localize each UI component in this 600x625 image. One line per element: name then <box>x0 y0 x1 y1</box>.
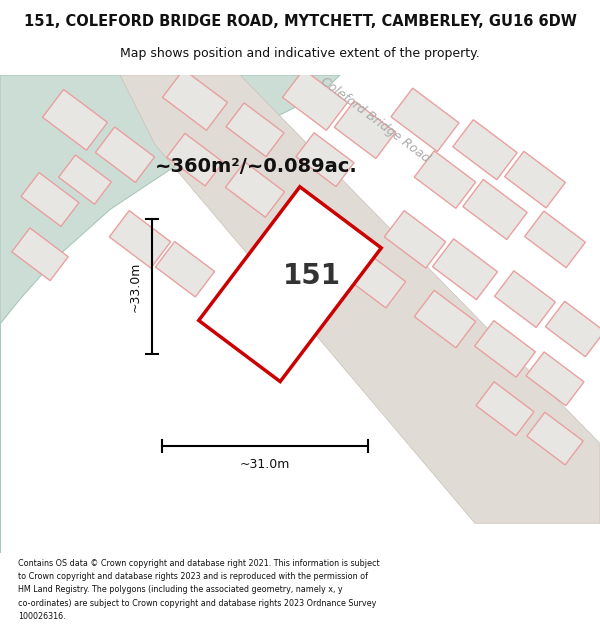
Polygon shape <box>43 89 107 150</box>
Text: 151: 151 <box>283 262 341 290</box>
Polygon shape <box>524 211 586 268</box>
Polygon shape <box>199 187 381 382</box>
Text: 100026316.: 100026316. <box>18 612 65 621</box>
Text: Contains OS data © Crown copyright and database right 2021. This information is : Contains OS data © Crown copyright and d… <box>18 559 380 568</box>
Polygon shape <box>453 120 517 180</box>
Polygon shape <box>391 88 459 151</box>
Polygon shape <box>475 321 535 378</box>
Polygon shape <box>163 69 227 130</box>
Polygon shape <box>109 211 170 268</box>
Text: HM Land Registry. The polygons (including the associated geometry, namely x, y: HM Land Registry. The polygons (includin… <box>18 586 343 594</box>
Polygon shape <box>385 211 446 268</box>
Polygon shape <box>167 133 223 186</box>
Polygon shape <box>545 301 600 357</box>
Text: ~33.0m: ~33.0m <box>129 261 142 312</box>
Polygon shape <box>226 162 284 217</box>
Polygon shape <box>476 382 534 436</box>
Polygon shape <box>120 75 600 523</box>
Text: Map shows position and indicative extent of the property.: Map shows position and indicative extent… <box>120 48 480 61</box>
Polygon shape <box>344 251 406 308</box>
Polygon shape <box>527 412 583 465</box>
Polygon shape <box>12 228 68 281</box>
Polygon shape <box>415 151 476 208</box>
Polygon shape <box>226 103 284 157</box>
Polygon shape <box>505 151 565 208</box>
Text: ~31.0m: ~31.0m <box>240 458 290 471</box>
Polygon shape <box>283 69 347 130</box>
Text: co-ordinates) are subject to Crown copyright and database rights 2023 Ordnance S: co-ordinates) are subject to Crown copyr… <box>18 599 376 608</box>
Text: ~360m²/~0.089ac.: ~360m²/~0.089ac. <box>155 157 358 176</box>
Polygon shape <box>95 127 155 182</box>
Polygon shape <box>494 271 556 328</box>
Polygon shape <box>295 222 355 277</box>
Polygon shape <box>59 155 112 204</box>
Polygon shape <box>21 173 79 226</box>
Polygon shape <box>433 239 497 299</box>
Text: 151, COLEFORD BRIDGE ROAD, MYTCHETT, CAMBERLEY, GU16 6DW: 151, COLEFORD BRIDGE ROAD, MYTCHETT, CAM… <box>23 14 577 29</box>
Polygon shape <box>155 241 215 297</box>
Polygon shape <box>0 75 340 553</box>
Polygon shape <box>334 101 395 159</box>
Text: Coleford Bridge Road: Coleford Bridge Road <box>318 74 432 165</box>
Polygon shape <box>415 291 476 348</box>
Polygon shape <box>296 132 354 187</box>
Polygon shape <box>463 179 527 239</box>
Polygon shape <box>526 352 584 406</box>
Text: to Crown copyright and database rights 2023 and is reproduced with the permissio: to Crown copyright and database rights 2… <box>18 572 368 581</box>
